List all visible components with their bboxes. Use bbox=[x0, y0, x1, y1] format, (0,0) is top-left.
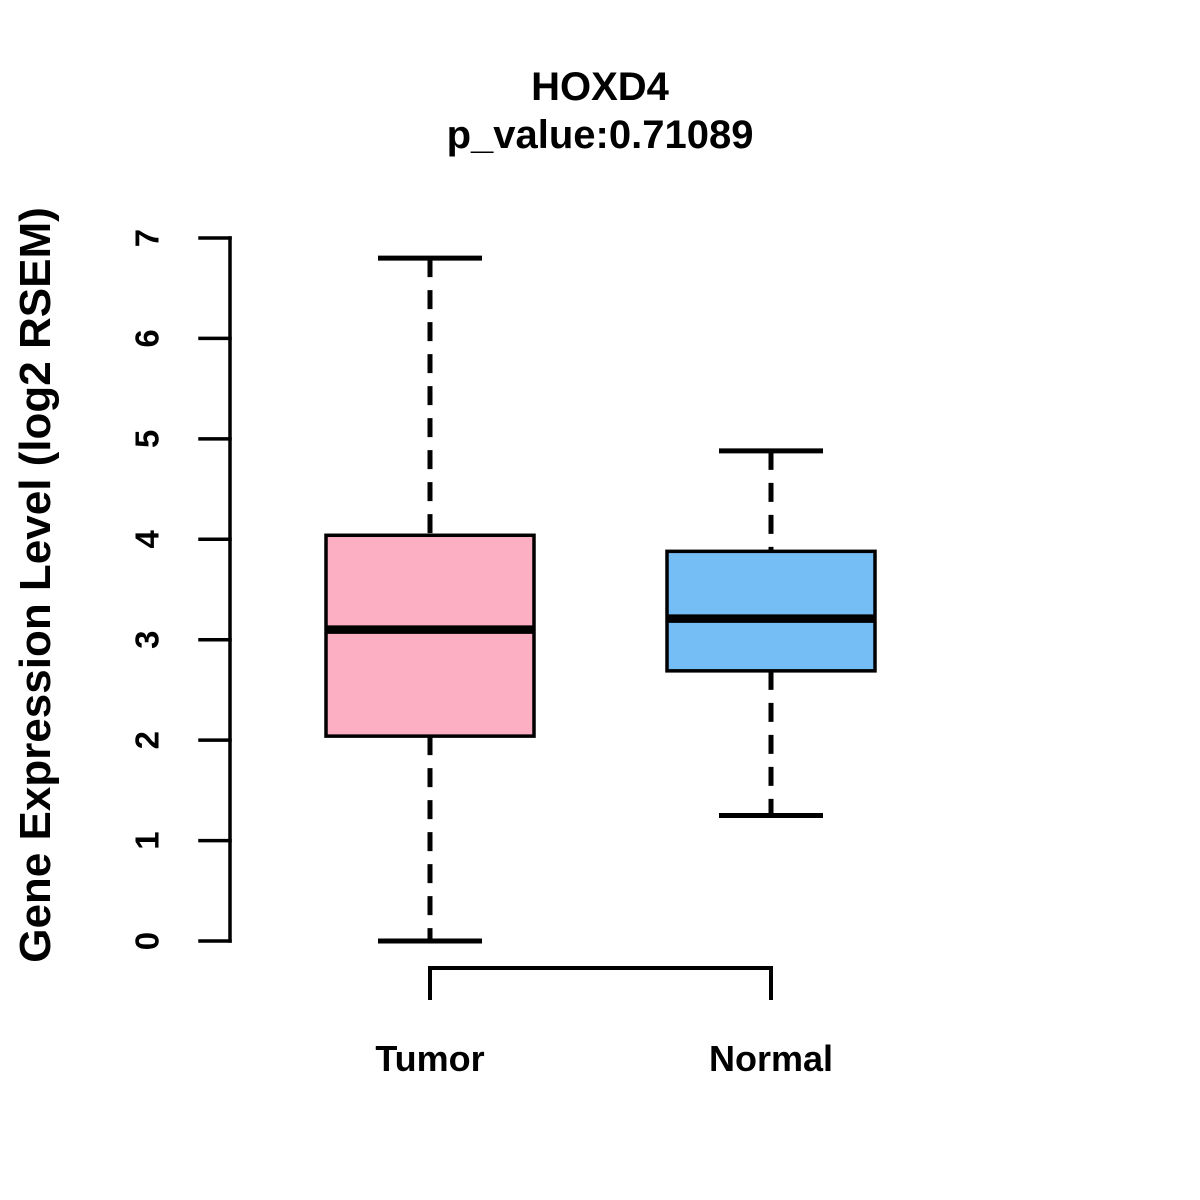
chart-pvalue-subtitle: p_value:0.71089 bbox=[446, 113, 754, 157]
y-axis-tick-label: 4 bbox=[129, 529, 166, 548]
tumor-group-label: Tumor bbox=[375, 1038, 484, 1079]
normal-group-label: Normal bbox=[709, 1038, 833, 1079]
chart-title: HOXD4 bbox=[531, 65, 669, 109]
y-axis-tick-label: 7 bbox=[129, 229, 166, 247]
y-axis-tick-label: 2 bbox=[129, 731, 166, 749]
y-axis-tick-label: 0 bbox=[129, 932, 166, 950]
tumor-box bbox=[324, 533, 536, 738]
y-axis-tick-label: 6 bbox=[129, 329, 166, 347]
y-axis-tick-label: 1 bbox=[129, 831, 166, 849]
y-axis-tick-label: 3 bbox=[129, 631, 166, 649]
normal-box bbox=[665, 549, 877, 673]
y-axis-tick-label: 5 bbox=[129, 430, 166, 448]
